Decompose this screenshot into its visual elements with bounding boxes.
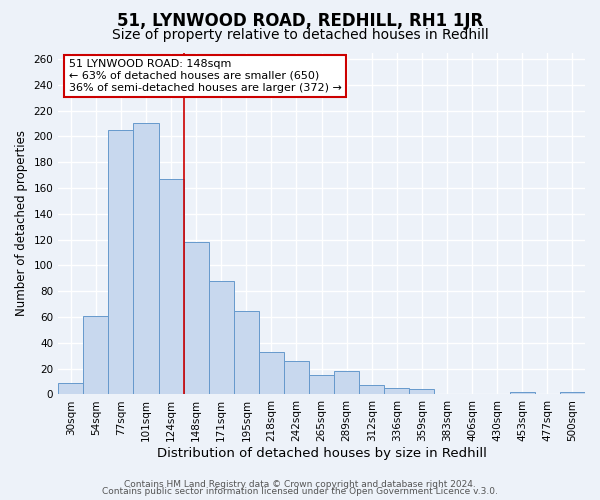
Text: 51, LYNWOOD ROAD, REDHILL, RH1 1JR: 51, LYNWOOD ROAD, REDHILL, RH1 1JR: [117, 12, 483, 30]
Bar: [385, 388, 409, 394]
Bar: [334, 371, 359, 394]
Text: Size of property relative to detached houses in Redhill: Size of property relative to detached ho…: [112, 28, 488, 42]
Bar: [58, 383, 83, 394]
Bar: [109, 130, 133, 394]
Bar: [209, 281, 234, 394]
Bar: [83, 316, 109, 394]
Bar: [359, 386, 385, 394]
Bar: [184, 242, 209, 394]
X-axis label: Distribution of detached houses by size in Redhill: Distribution of detached houses by size …: [157, 447, 487, 460]
Bar: [133, 124, 158, 394]
Bar: [234, 310, 259, 394]
Bar: [510, 392, 535, 394]
Text: Contains public sector information licensed under the Open Government Licence v.: Contains public sector information licen…: [102, 487, 498, 496]
Bar: [284, 361, 309, 394]
Bar: [309, 375, 334, 394]
Bar: [560, 392, 585, 394]
Text: 51 LYNWOOD ROAD: 148sqm
← 63% of detached houses are smaller (650)
36% of semi-d: 51 LYNWOOD ROAD: 148sqm ← 63% of detache…: [69, 60, 341, 92]
Y-axis label: Number of detached properties: Number of detached properties: [15, 130, 28, 316]
Bar: [158, 179, 184, 394]
Bar: [409, 390, 434, 394]
Text: Contains HM Land Registry data © Crown copyright and database right 2024.: Contains HM Land Registry data © Crown c…: [124, 480, 476, 489]
Bar: [259, 352, 284, 395]
